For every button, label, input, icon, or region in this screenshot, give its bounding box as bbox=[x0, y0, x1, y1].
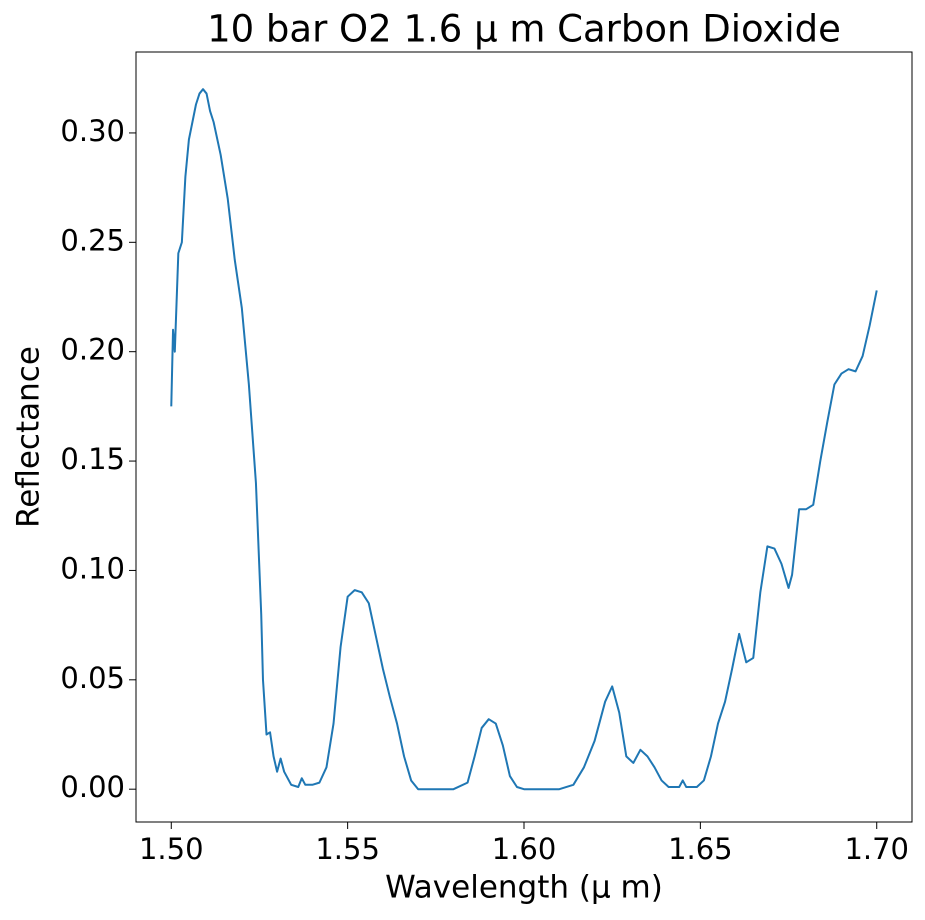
x-axis-label: Wavelength (μ m) bbox=[385, 870, 663, 906]
x-tick-label: 1.60 bbox=[492, 832, 557, 866]
y-tick-label: 0.25 bbox=[60, 223, 125, 257]
plot-frame bbox=[135, 51, 913, 823]
data-line bbox=[170, 88, 878, 791]
y-tick-label: 0.15 bbox=[60, 442, 125, 476]
x-tick-label: 1.55 bbox=[315, 832, 380, 866]
y-tick-label: 0.30 bbox=[60, 114, 125, 148]
x-tick-label: 1.70 bbox=[844, 832, 909, 866]
y-axis-label: Reflectance bbox=[11, 346, 47, 528]
x-tick-label: 1.65 bbox=[668, 832, 733, 866]
y-tick-label: 0.00 bbox=[60, 770, 125, 804]
y-tick-label: 0.20 bbox=[60, 333, 125, 367]
chart-title: 10 bar O2 1.6 μ m Carbon Dioxide bbox=[207, 8, 841, 51]
x-tick-label: 1.50 bbox=[139, 832, 204, 866]
y-tick-label: 0.10 bbox=[60, 551, 125, 585]
y-tick-label: 0.05 bbox=[60, 661, 125, 695]
